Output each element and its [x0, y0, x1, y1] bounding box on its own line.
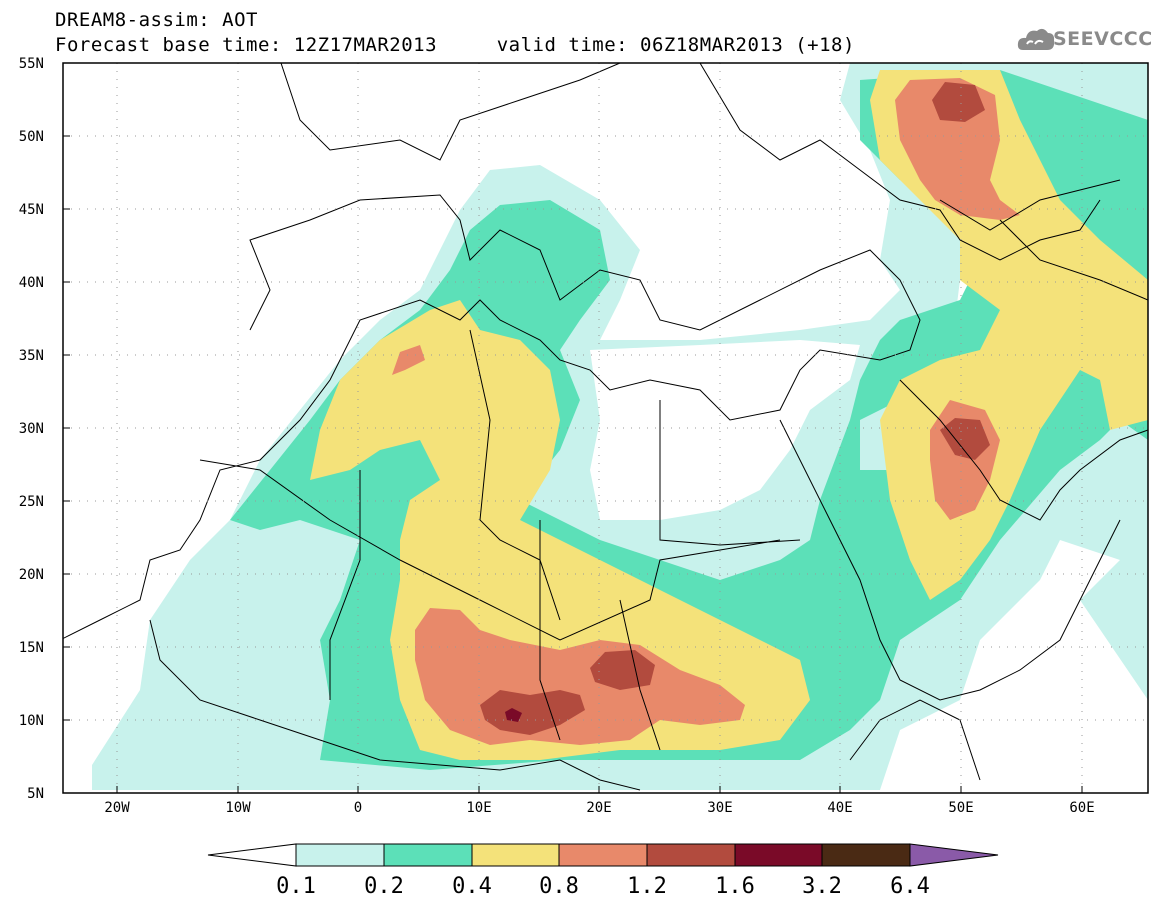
colorbar-label: 1.2: [627, 874, 667, 899]
colorbar: [208, 844, 998, 866]
colorbar-swatch: [822, 844, 910, 866]
colorbar-label: 0.2: [364, 874, 404, 899]
lon-label: 20E: [586, 800, 611, 816]
colorbar-label: 0.8: [539, 874, 579, 899]
lon-label: 60E: [1069, 800, 1094, 816]
lon-label: 10W: [225, 800, 251, 816]
lon-label: 10E: [466, 800, 491, 816]
colorbar-swatch: [647, 844, 735, 866]
lat-label: 10N: [19, 713, 44, 729]
lon-label: 0: [354, 800, 362, 816]
lat-label: 5N: [27, 786, 44, 802]
lat-label: 35N: [19, 348, 44, 364]
lon-label: 30E: [707, 800, 732, 816]
colorbar-swatch: [472, 844, 559, 866]
lat-label: 15N: [19, 640, 44, 656]
colorbar-label: 0.4: [452, 874, 492, 899]
colorbar-label: 3.2: [802, 874, 842, 899]
colorbar-label: 6.4: [890, 874, 930, 899]
aot-contours: [92, 63, 1148, 790]
lon-label: 40E: [827, 800, 852, 816]
colorbar-high-extension: [910, 844, 998, 866]
lat-label: 40N: [19, 275, 44, 291]
lat-label: 20N: [19, 567, 44, 583]
colorbar-label: 0.1: [276, 874, 316, 899]
lon-label: 20W: [104, 800, 130, 816]
colorbar-swatch: [559, 844, 647, 866]
lon-label: 50E: [948, 800, 973, 816]
lat-label: 25N: [19, 494, 44, 510]
lat-label: 50N: [19, 129, 44, 145]
colorbar-swatch: [296, 844, 384, 866]
aot-map: 20W 10W 0 10E 20E 30E 40E 50E 60E 5N 10N…: [0, 0, 1165, 905]
lat-label: 45N: [19, 202, 44, 218]
lat-label: 55N: [19, 56, 44, 72]
lat-label: 30N: [19, 421, 44, 437]
colorbar-label: 1.6: [715, 874, 755, 899]
colorbar-swatch: [735, 844, 822, 866]
colorbar-swatch: [384, 844, 472, 866]
colorbar-low-extension: [208, 844, 296, 866]
